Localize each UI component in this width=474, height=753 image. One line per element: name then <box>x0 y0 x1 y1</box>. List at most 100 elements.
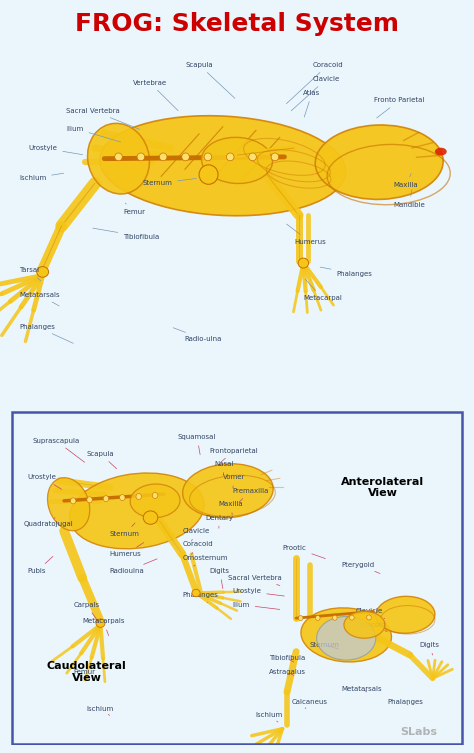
Text: Caudolateral
View: Caudolateral View <box>47 661 127 682</box>
Text: Tibiofibula: Tibiofibula <box>269 655 305 662</box>
Text: Sacral Vertebra: Sacral Vertebra <box>66 108 140 130</box>
Ellipse shape <box>199 165 218 184</box>
Text: Atlas: Atlas <box>303 90 320 117</box>
Ellipse shape <box>435 148 447 155</box>
Ellipse shape <box>298 258 309 268</box>
Text: Metacarpal: Metacarpal <box>303 279 342 301</box>
Text: Mandible: Mandible <box>393 190 425 208</box>
Text: Metatarsals: Metatarsals <box>342 685 383 692</box>
Ellipse shape <box>317 617 376 660</box>
Ellipse shape <box>182 464 273 518</box>
Text: Ischium: Ischium <box>255 712 283 722</box>
Text: Maxilla: Maxilla <box>393 173 418 188</box>
Ellipse shape <box>87 497 92 503</box>
Text: Calcaneus: Calcaneus <box>292 699 328 709</box>
Text: Sternum: Sternum <box>310 642 340 649</box>
Ellipse shape <box>137 153 145 161</box>
Text: Nasal: Nasal <box>214 461 234 474</box>
Text: Sternum: Sternum <box>142 178 196 187</box>
Text: Vertebrae: Vertebrae <box>133 80 178 111</box>
Text: Pubis: Pubis <box>27 556 53 575</box>
Text: Premaxilla: Premaxilla <box>232 488 269 502</box>
Text: Pterygoid: Pterygoid <box>342 562 380 574</box>
Ellipse shape <box>204 153 212 161</box>
Text: Ischium: Ischium <box>87 706 114 715</box>
Text: Omosternum: Omosternum <box>182 555 228 566</box>
Ellipse shape <box>100 116 346 216</box>
Text: FROG: Skeletal System: FROG: Skeletal System <box>75 13 399 36</box>
Text: Coracoid: Coracoid <box>356 622 387 632</box>
Ellipse shape <box>119 495 125 501</box>
Ellipse shape <box>88 123 149 194</box>
Ellipse shape <box>316 615 320 620</box>
Text: Quadratojugal: Quadratojugal <box>23 517 73 527</box>
Ellipse shape <box>249 153 256 161</box>
Ellipse shape <box>376 596 435 633</box>
Text: Urostyle: Urostyle <box>232 588 284 596</box>
Text: Squamosal: Squamosal <box>178 434 216 455</box>
Text: Scapula: Scapula <box>185 62 235 99</box>
Ellipse shape <box>71 498 76 504</box>
Text: Phalanges: Phalanges <box>320 267 373 276</box>
Ellipse shape <box>182 153 189 161</box>
Ellipse shape <box>103 495 109 501</box>
Text: Femur: Femur <box>73 669 95 680</box>
Ellipse shape <box>130 484 180 518</box>
Text: Femur: Femur <box>123 203 145 215</box>
Text: Anterolateral
View: Anterolateral View <box>341 477 424 498</box>
Text: Phalanges: Phalanges <box>387 699 423 705</box>
Text: Ilium: Ilium <box>66 126 120 142</box>
Ellipse shape <box>299 616 303 620</box>
Text: Humerus: Humerus <box>287 224 326 245</box>
Ellipse shape <box>143 511 158 524</box>
Text: Metacarpals: Metacarpals <box>82 618 125 636</box>
Text: Phalanges: Phalanges <box>182 592 218 602</box>
Ellipse shape <box>344 611 385 639</box>
Ellipse shape <box>36 267 48 277</box>
Text: Scapula: Scapula <box>87 451 117 469</box>
Text: Fronto Parietal: Fronto Parietal <box>374 97 425 118</box>
Ellipse shape <box>136 493 141 499</box>
Text: Urostyle: Urostyle <box>27 474 62 489</box>
Text: Clavicle: Clavicle <box>291 76 340 111</box>
Ellipse shape <box>159 153 167 161</box>
Text: Coracoid: Coracoid <box>182 541 213 554</box>
Text: Radio-ulna: Radio-ulna <box>173 328 222 342</box>
Text: Astragalus: Astragalus <box>269 669 306 675</box>
Text: Coracoid: Coracoid <box>286 62 344 104</box>
Text: Ischium: Ischium <box>19 173 64 181</box>
Text: Tarsal: Tarsal <box>19 267 41 281</box>
Text: Frontoparietal: Frontoparietal <box>210 447 258 462</box>
Text: Urostyle: Urostyle <box>28 145 82 154</box>
Text: Prootic: Prootic <box>283 544 325 559</box>
Ellipse shape <box>350 615 354 620</box>
Ellipse shape <box>315 125 443 200</box>
Text: Ilium: Ilium <box>232 602 280 609</box>
Text: Sacral Vertebra: Sacral Vertebra <box>228 575 282 586</box>
Ellipse shape <box>227 153 234 161</box>
Text: Suprascapula: Suprascapula <box>32 437 85 462</box>
Ellipse shape <box>96 619 105 627</box>
Text: Phalanges: Phalanges <box>19 324 73 343</box>
Ellipse shape <box>271 153 279 161</box>
Text: Vomer: Vomer <box>223 474 246 488</box>
Text: Sternum: Sternum <box>109 523 139 538</box>
Text: Humerus: Humerus <box>109 543 144 557</box>
Ellipse shape <box>152 492 158 498</box>
Text: SLabs: SLabs <box>401 727 438 737</box>
Text: Maxilla: Maxilla <box>219 501 244 515</box>
Ellipse shape <box>201 137 273 184</box>
Text: Tibiofibula: Tibiofibula <box>93 228 159 239</box>
Text: Metatarsals: Metatarsals <box>19 292 60 306</box>
Ellipse shape <box>301 608 392 662</box>
Ellipse shape <box>333 615 337 620</box>
Ellipse shape <box>115 153 122 161</box>
Ellipse shape <box>192 590 200 596</box>
Text: Carpals: Carpals <box>73 602 100 623</box>
Text: Radioulna: Radioulna <box>109 559 157 575</box>
Text: Digits: Digits <box>419 642 439 655</box>
Text: Clavicle: Clavicle <box>356 608 384 619</box>
Ellipse shape <box>70 473 204 549</box>
Text: Clavicle: Clavicle <box>182 528 210 541</box>
Ellipse shape <box>47 477 90 531</box>
